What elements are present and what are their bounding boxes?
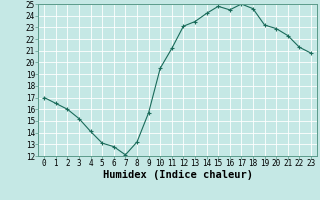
X-axis label: Humidex (Indice chaleur): Humidex (Indice chaleur) <box>103 170 252 180</box>
